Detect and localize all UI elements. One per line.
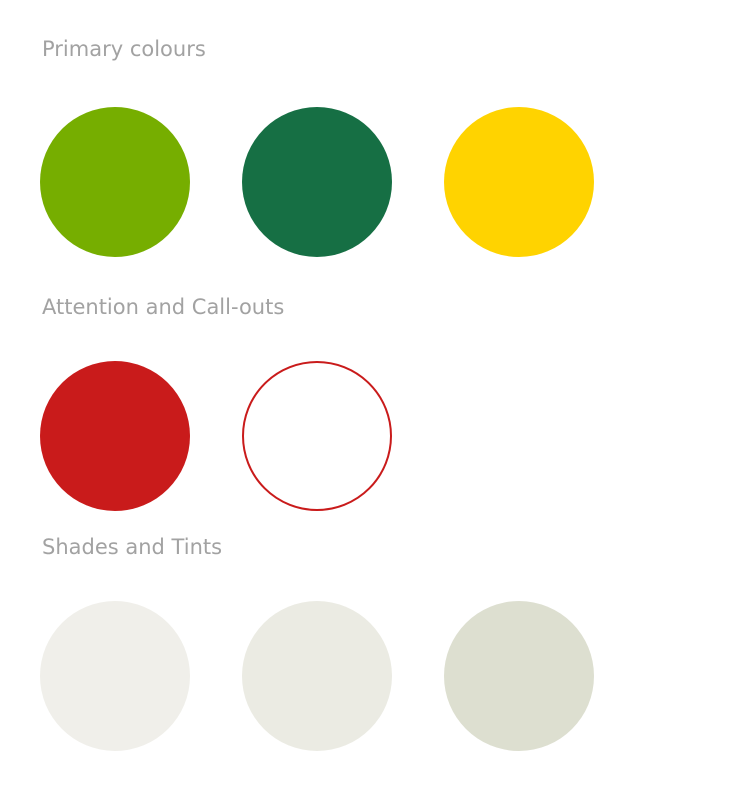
swatch-red-outline <box>242 361 392 511</box>
section-title-primary-colours: Primary colours <box>42 37 206 61</box>
swatch-yellow <box>444 107 594 257</box>
section-title-attention-callouts: Attention and Call-outs <box>42 295 285 319</box>
swatch-lime-green <box>40 107 190 257</box>
swatch-light-shade <box>40 601 190 751</box>
swatch-red <box>40 361 190 511</box>
swatch-mid-shade <box>242 601 392 751</box>
section-title-shades-tints: Shades and Tints <box>42 535 223 559</box>
swatch-dark-green <box>242 107 392 257</box>
swatch-dark-shade <box>444 601 594 751</box>
